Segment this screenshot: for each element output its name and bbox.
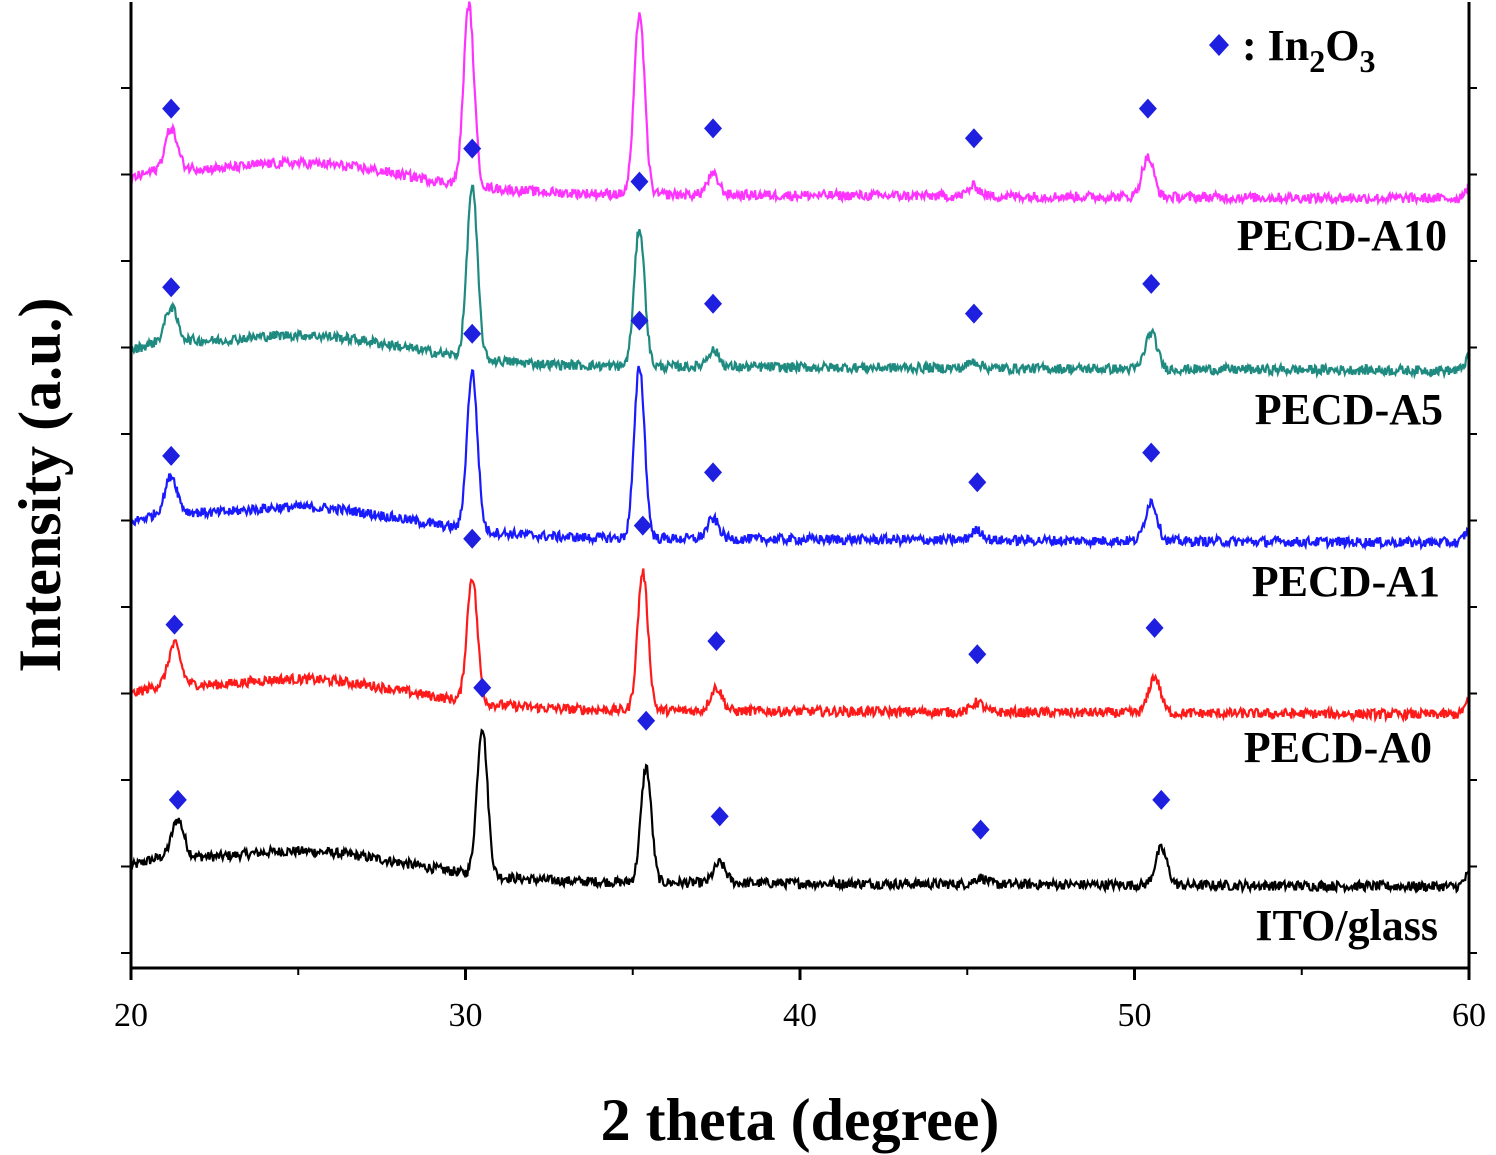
- diamond-marker-icon: [463, 323, 482, 344]
- legend-diamond-icon: [1209, 34, 1229, 56]
- diamond-marker-icon: [463, 138, 482, 159]
- series-label: PECD-A0: [1244, 723, 1432, 772]
- diamond-marker-icon: [473, 677, 492, 698]
- diamond-marker-icon: [162, 277, 181, 298]
- diamond-marker-icon: [633, 515, 652, 536]
- diamond-marker-icon: [165, 614, 184, 635]
- diamond-marker-icon: [704, 118, 723, 139]
- diamond-marker-icon: [1142, 442, 1161, 463]
- x-tick-label: 50: [1118, 997, 1152, 1034]
- diamond-marker-icon: [630, 310, 649, 331]
- series-line-pecd-a10: [129, 1, 1471, 207]
- diamond-marker-icon: [971, 819, 990, 840]
- legend-label: : In2O3: [1242, 21, 1375, 79]
- series-label: PECD-A5: [1255, 385, 1443, 434]
- diamond-marker-icon: [168, 789, 187, 810]
- diamond-marker-icon: [162, 98, 181, 119]
- diamond-marker-icon: [964, 128, 983, 149]
- diamond-marker-icon: [968, 644, 987, 665]
- series-line-pecd-a0: [129, 568, 1470, 724]
- x-tick-label: 30: [449, 997, 483, 1034]
- diamond-marker-icon: [630, 171, 649, 192]
- diamond-marker-icon: [1138, 98, 1157, 119]
- diamond-marker-icon: [1152, 789, 1171, 810]
- x-tick-label: 60: [1452, 997, 1486, 1034]
- y-axis-title: Intensity (a.u.): [7, 297, 73, 672]
- series-line-ito-glass: [129, 728, 1470, 895]
- diamond-marker-icon: [704, 462, 723, 483]
- x-tick-label: 40: [783, 997, 817, 1034]
- diamond-marker-icon: [463, 528, 482, 549]
- diamond-marker-icon: [707, 631, 726, 652]
- diamond-marker-icon: [710, 806, 729, 827]
- x-tick-label: 20: [114, 997, 148, 1034]
- diamond-marker-icon: [704, 293, 723, 314]
- series-label: PECD-A1: [1252, 557, 1440, 606]
- diamond-marker-icon: [637, 710, 656, 731]
- axes: 20 30 40 50 60: [114, 2, 1486, 1034]
- peak-markers: [162, 98, 1171, 840]
- series-line-pecd-a5: [129, 184, 1471, 380]
- diamond-marker-icon: [968, 472, 987, 493]
- plot-area: [129, 1, 1471, 895]
- series-label: PECD-A10: [1237, 211, 1447, 260]
- series-label: ITO/glass: [1255, 901, 1438, 950]
- series-line-pecd-a1: [130, 365, 1471, 551]
- diamond-marker-icon: [162, 445, 181, 466]
- diamond-marker-icon: [964, 303, 983, 324]
- diamond-marker-icon: [1142, 273, 1161, 294]
- legend: : In2O3: [1209, 21, 1375, 79]
- series-labels: ITO/glass PECD-A0 PECD-A1 PECD-A5 PECD-A10: [1237, 211, 1447, 950]
- diamond-marker-icon: [1145, 617, 1164, 638]
- x-axis-title: 2 theta (degree): [601, 1087, 1000, 1153]
